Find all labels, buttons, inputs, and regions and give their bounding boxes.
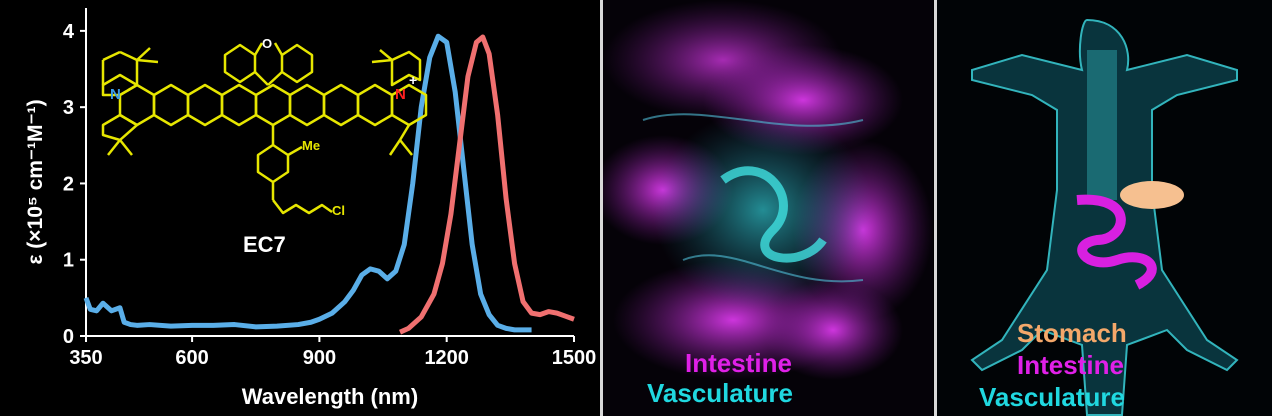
spine-glow xyxy=(1087,50,1117,200)
ring-right-2 xyxy=(390,83,428,127)
ring-center-3 xyxy=(322,83,360,127)
chart-axes xyxy=(85,8,574,337)
stomach-signal xyxy=(1120,181,1184,209)
abdomen-fluorescence-graphic xyxy=(603,0,933,380)
methyl-label: Me xyxy=(302,138,320,153)
vasculature-label: Vasculature xyxy=(979,382,1125,412)
mouse-body-outline xyxy=(970,18,1239,416)
nitrogen-left-label: N xyxy=(110,86,121,103)
ring-left-4 xyxy=(220,83,258,127)
x-tick-label: 600 xyxy=(175,347,208,369)
y-tick-label: 3 xyxy=(63,97,74,119)
x-tick-label: 900 xyxy=(303,347,336,369)
vessel-loop xyxy=(720,166,827,263)
ring-center-1 xyxy=(254,83,292,127)
absorption-curve xyxy=(83,33,532,333)
panel-divider xyxy=(600,0,603,416)
ring-left-3 xyxy=(186,83,224,127)
ring-left-top xyxy=(101,73,139,97)
y-axis-title: ε (×10⁵ cm⁻¹M⁻¹) xyxy=(24,99,47,264)
mouse-fluorescence-graphic xyxy=(970,18,1239,416)
y-tick-label: 4 xyxy=(63,21,75,43)
ring-right-1 xyxy=(356,83,394,127)
y-tick-label: 0 xyxy=(63,326,74,348)
oxygen-label: O xyxy=(262,36,272,51)
x-tick-label: 1200 xyxy=(424,347,469,369)
ring-aryl xyxy=(256,143,290,184)
emission-curve xyxy=(398,34,575,335)
absorption-chart-panel: 350 600 900 1200 1500 0 1 2 3 4 xyxy=(0,0,600,416)
whole-body-fluorescence-image: Stomach Intestine Vasculature xyxy=(937,0,1272,416)
intestine-signal xyxy=(1076,194,1157,290)
panel-divider xyxy=(934,0,937,416)
ring-left-bottom xyxy=(101,113,139,142)
intestine-label: Intestine xyxy=(1017,350,1124,380)
vasculature-label: Vasculature xyxy=(647,378,793,408)
nitrogen-right-label: N xyxy=(395,86,406,103)
x-axis-title: Wavelength (nm) xyxy=(242,384,418,409)
stomach-label: Stomach xyxy=(1017,318,1127,348)
molecule-atom-labels: N N + O Me Cl EC7 xyxy=(110,36,417,257)
y-tick-label: 2 xyxy=(63,173,74,195)
ec7-molecule-structure xyxy=(101,42,428,215)
intestine-label: Intestine xyxy=(685,348,792,378)
abdomen-fluorescence-image: Intestine Vasculature xyxy=(603,0,933,416)
molecule-name-label: EC7 xyxy=(243,232,286,257)
ring-left-2 xyxy=(152,83,190,127)
x-tick-label: 350 xyxy=(69,347,102,369)
ring-center-2 xyxy=(288,83,326,127)
y-tick-label: 1 xyxy=(63,250,74,272)
chloro-label: Cl xyxy=(332,203,345,218)
positive-charge-label: + xyxy=(409,72,417,88)
ring-spiro-left xyxy=(223,43,257,84)
absorption-emission-chart: 350 600 900 1200 1500 0 1 2 3 4 xyxy=(24,8,597,409)
x-tick-label: 1500 xyxy=(552,347,597,369)
ring-spiro-right xyxy=(280,43,314,84)
